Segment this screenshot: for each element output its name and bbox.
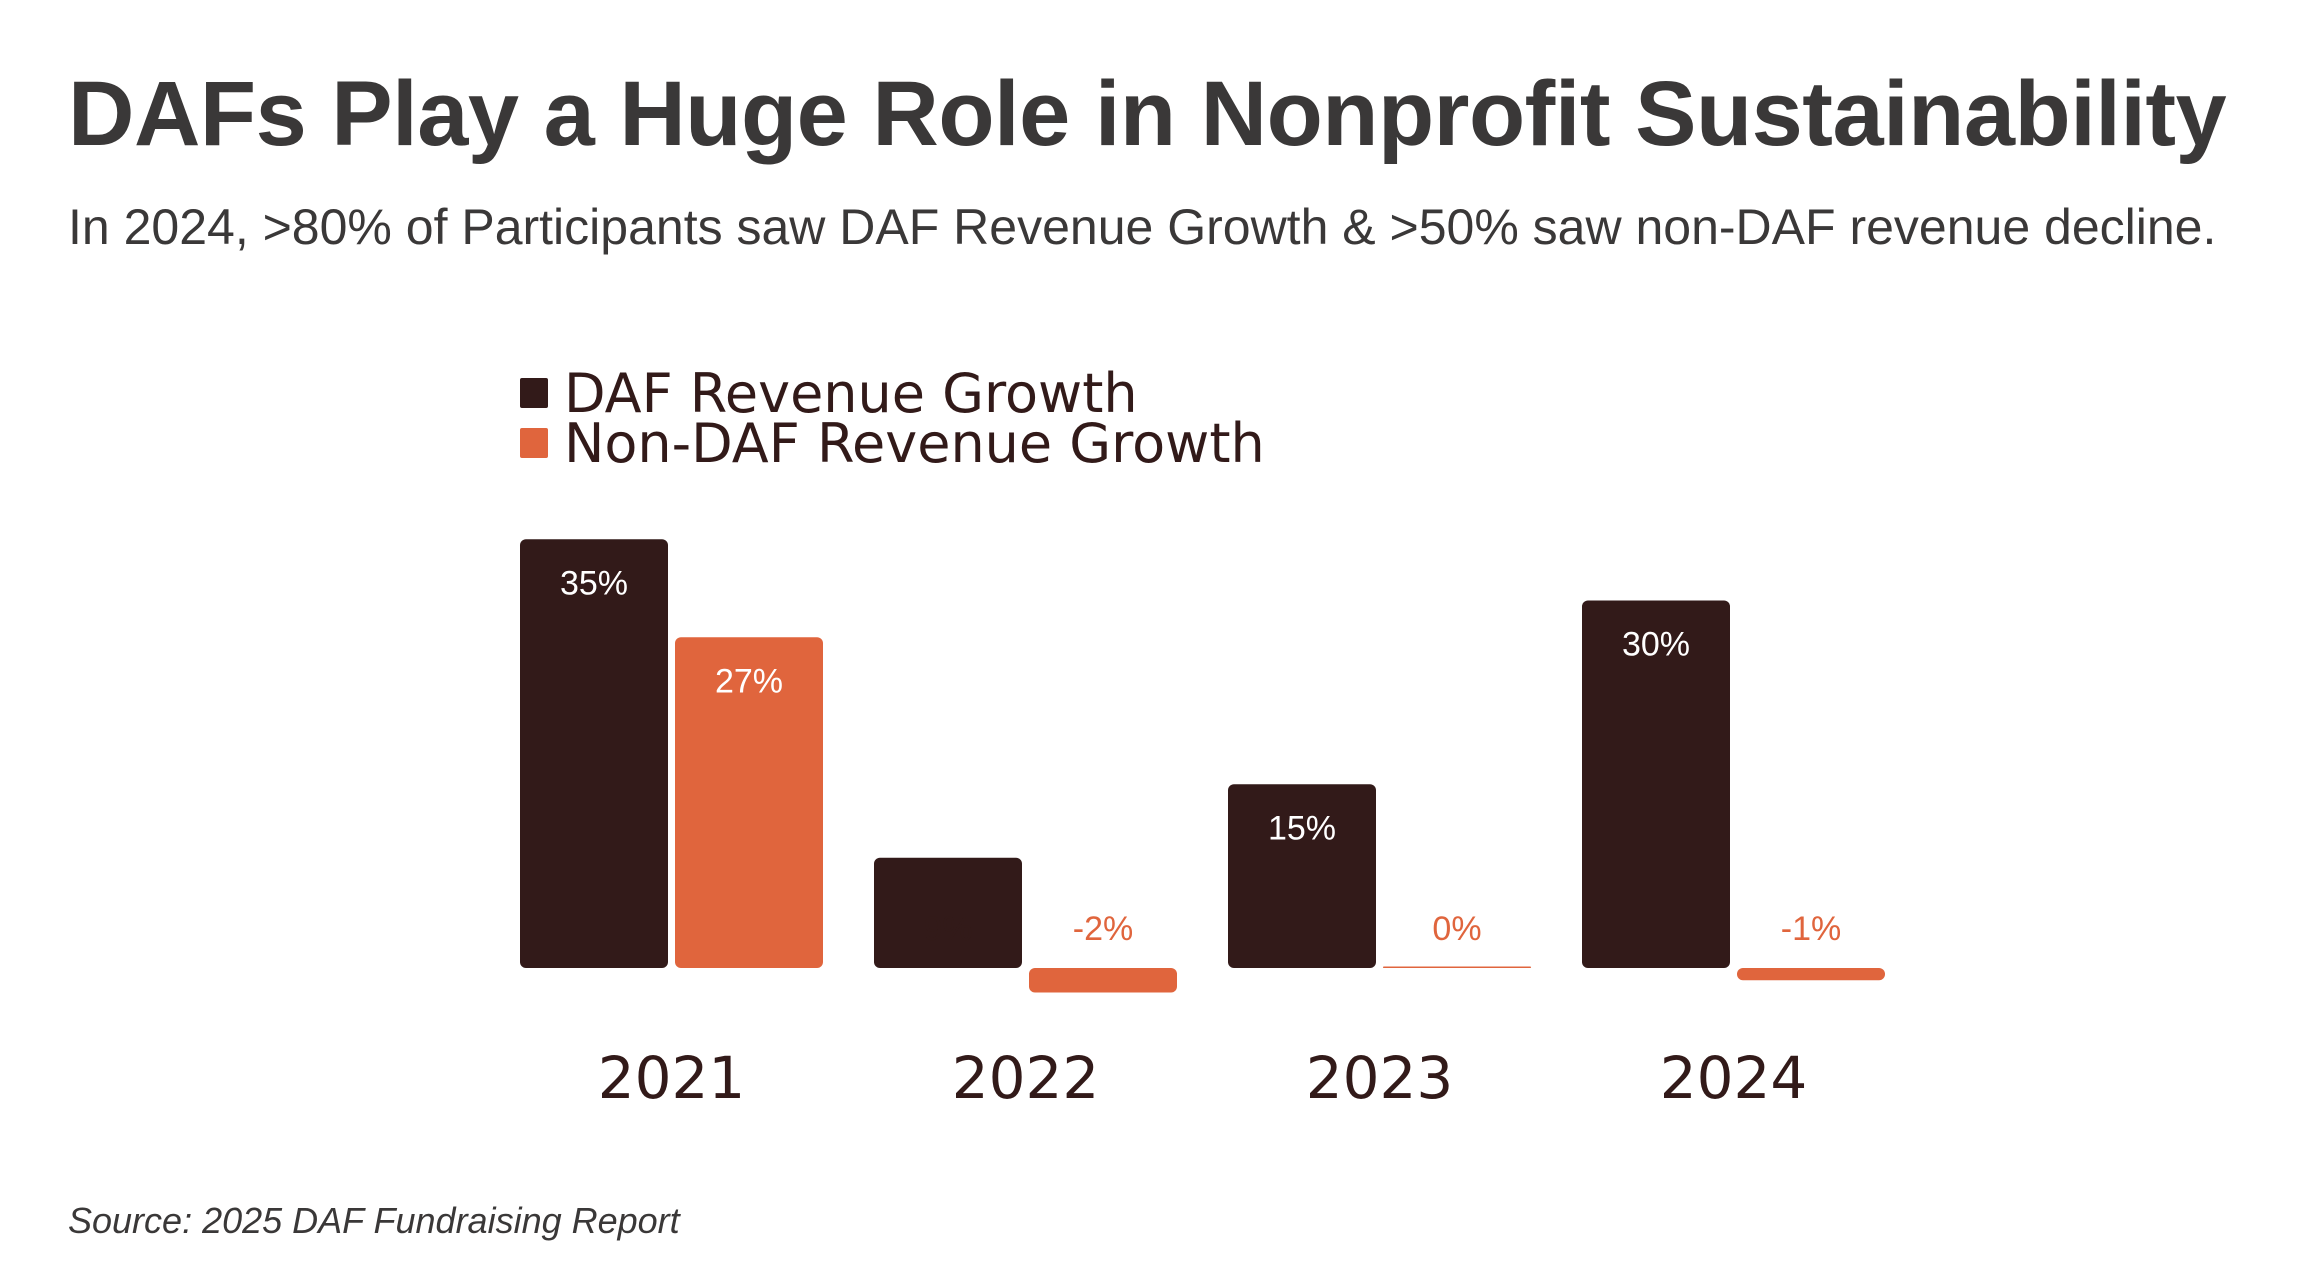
data-label: -1% <box>1781 910 1841 948</box>
bar-daf-2024 <box>1582 600 1730 968</box>
bar-non-daf-2022 <box>1029 968 1177 993</box>
source-note: Source: 2025 DAF Fundraising Report <box>68 1200 680 1241</box>
x-tick-label: 2023 <box>1306 1044 1454 1112</box>
legend-item-non-daf: Non-DAF Revenue Growth <box>520 412 1265 475</box>
x-tick-label: 2021 <box>598 1044 746 1112</box>
data-label: 0% <box>1432 910 1481 948</box>
x-tick-label: 2024 <box>1660 1044 1808 1112</box>
data-label: 35% <box>560 564 628 602</box>
legend: DAF Revenue Growth Non-DAF Revenue Growt… <box>520 362 1265 475</box>
legend-item-daf: DAF Revenue Growth <box>520 362 1265 425</box>
legend-label-non-daf: Non-DAF Revenue Growth <box>564 411 1265 475</box>
chart-subtitle: In 2024, >80% of Participants saw DAF Re… <box>68 199 2217 255</box>
data-label: 9% <box>923 910 972 948</box>
data-label: 30% <box>1622 626 1690 664</box>
bar-non-daf-2024 <box>1737 968 1885 981</box>
data-label: -2% <box>1073 910 1133 948</box>
bar-non-daf-2023 <box>1383 966 1531 968</box>
data-label: 15% <box>1268 809 1336 847</box>
bar-daf-2022 <box>874 857 1022 968</box>
bar-daf-2023 <box>1228 784 1376 968</box>
data-label: 27% <box>715 662 783 700</box>
x-tick-label: 2022 <box>952 1044 1100 1112</box>
chart-title: DAFs Play a Huge Role in Nonprofit Susta… <box>68 63 2227 165</box>
legend-swatch-daf <box>520 378 548 408</box>
bar-daf-2021 <box>520 539 668 968</box>
legend-swatch-non-daf <box>520 428 548 458</box>
legend-label-daf: DAF Revenue Growth <box>564 361 1138 425</box>
bar-non-daf-2021 <box>675 637 823 968</box>
